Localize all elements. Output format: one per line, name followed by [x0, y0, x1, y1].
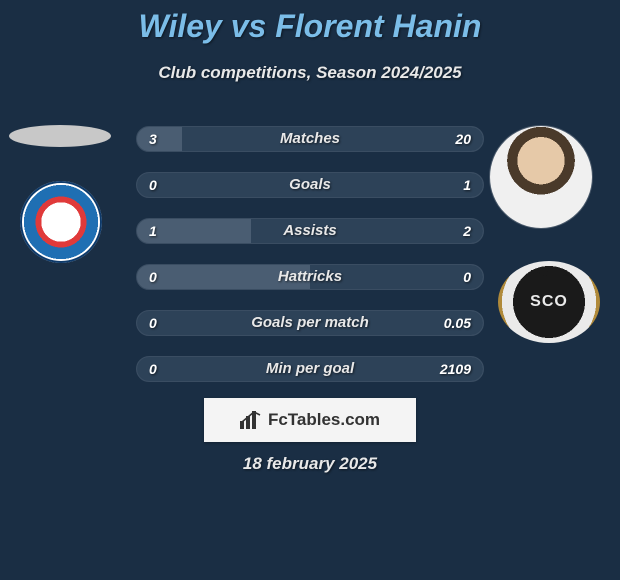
stat-right-value: 20	[455, 127, 471, 151]
stat-label: Assists	[137, 219, 483, 243]
brand-label: FcTables.com	[268, 410, 380, 430]
stat-label: Goals	[137, 173, 483, 197]
stat-label: Goals per match	[137, 311, 483, 335]
date-line: 18 february 2025	[0, 454, 620, 474]
brand-box[interactable]: FcTables.com	[204, 398, 416, 442]
stat-right-value: 2	[463, 219, 471, 243]
subtitle: Club competitions, Season 2024/2025	[0, 63, 620, 83]
stat-row: 0Goals1	[136, 172, 484, 198]
player-left-avatar	[9, 125, 111, 147]
stat-row: 3Matches20	[136, 126, 484, 152]
club-right-badge: ANGERS SCO	[498, 261, 600, 343]
stat-right-value: 2109	[440, 357, 471, 381]
club-right-label-mid: SCO	[530, 293, 568, 311]
stat-right-value: 0	[463, 265, 471, 289]
page-title: Wiley vs Florent Hanin	[0, 0, 620, 45]
stat-label: Min per goal	[137, 357, 483, 381]
stats-block: 3Matches200Goals11Assists20Hattricks00Go…	[136, 126, 484, 402]
stat-right-value: 0.05	[444, 311, 471, 335]
stat-label: Hattricks	[137, 265, 483, 289]
stat-row: 0Goals per match0.05	[136, 310, 484, 336]
stat-row: 1Assists2	[136, 218, 484, 244]
chart-icon	[240, 411, 262, 429]
stat-row: 0Min per goal2109	[136, 356, 484, 382]
player-right-avatar	[490, 126, 592, 228]
stat-label: Matches	[137, 127, 483, 151]
club-left-badge	[20, 181, 102, 263]
club-right-label-top: ANGERS	[529, 269, 569, 278]
stat-right-value: 1	[463, 173, 471, 197]
stat-row: 0Hattricks0	[136, 264, 484, 290]
